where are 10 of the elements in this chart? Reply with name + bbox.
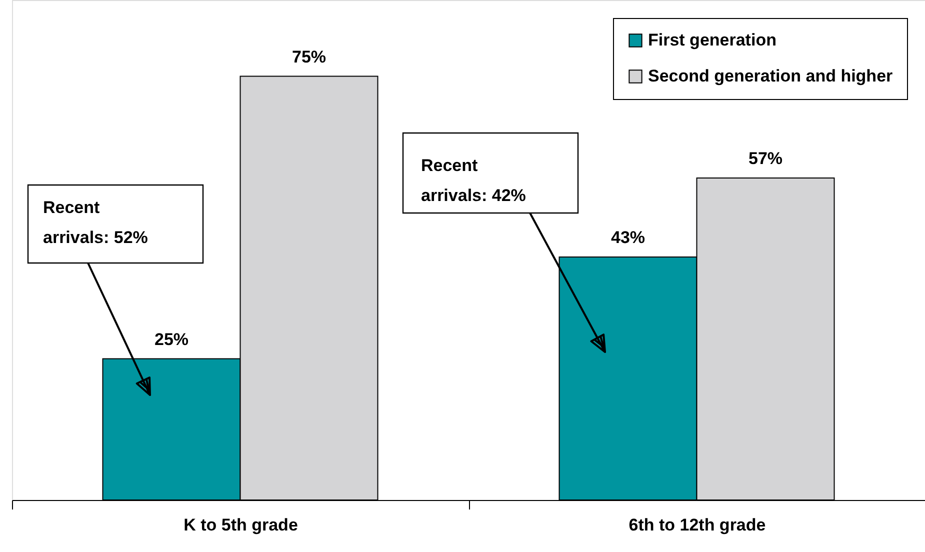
- legend-label: Second generation and higher: [648, 66, 894, 86]
- data-label: 43%: [610, 228, 646, 248]
- x-tick-label: K to 5th grade: [184, 516, 298, 534]
- x-tick-label: 6th to 12th grade: [628, 516, 766, 534]
- data-label: 75%: [292, 47, 326, 66]
- data-label: 25%: [154, 330, 189, 349]
- data-label: 57%: [748, 148, 783, 168]
- annotation: Recent arrivals: 52%: [43, 198, 148, 247]
- annotation: Recent arrivals: 42%: [421, 156, 526, 205]
- legend-label: First generation: [648, 30, 776, 50]
